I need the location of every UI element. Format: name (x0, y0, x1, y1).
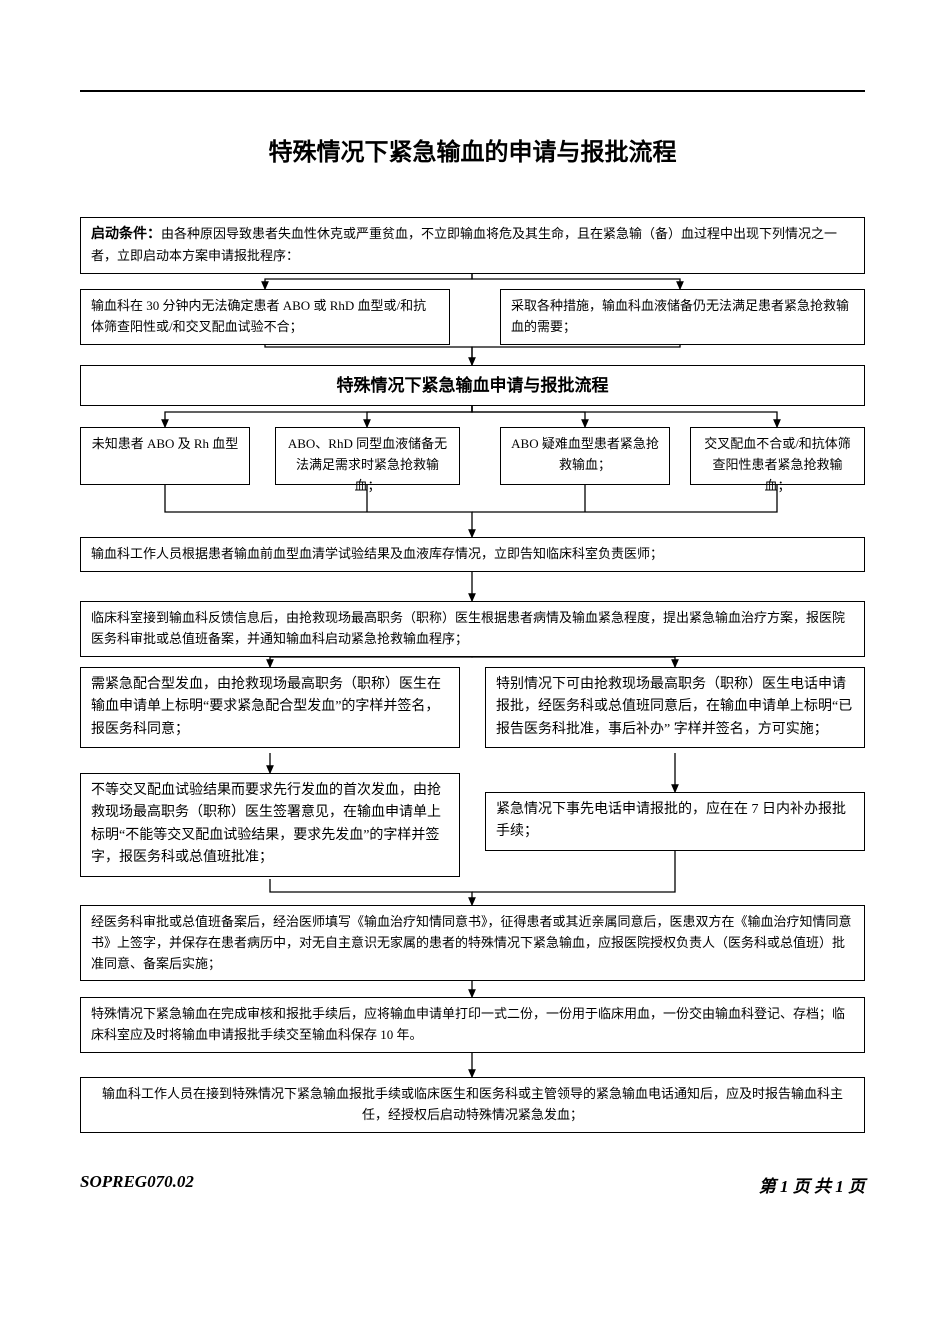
box-condition-left: 输血科在 30 分钟内无法确定患者 ABO 或 RhD 血型或/和抗体筛查阳性或… (80, 289, 450, 345)
document-page: 特殊情况下紧急输血的申请与报批流程 启动条件：由各种原因导致患者失血性休克或严重… (0, 0, 945, 1237)
final-text: 输血科工作人员在接到特殊情况下紧急输血报批手续或临床医生和医务科或主管领导的紧急… (102, 1086, 843, 1122)
notify-text: 输血科工作人员根据患者输血前血型血清学试验结果及血液库存情况，立即告知临床科室负… (91, 546, 663, 561)
doc-id: SOPREG070.02 (80, 1172, 194, 1197)
page-number: 第 1 页 共 1 页 (759, 1172, 865, 1197)
branch2-text: ABO、RhD 同型血液储备无法满足需求时紧急抢救输血； (288, 436, 447, 493)
left1-text: 需紧急配合型发血，由抢救现场最高职务（职称）医生在输血申请单上标明“要求紧急配合… (91, 677, 441, 737)
start-label: 启动条件： (91, 227, 161, 242)
box-start-condition: 启动条件：由各种原因导致患者失血性休克或严重贫血，不立即输血将危及其生命，且在紧… (80, 217, 865, 274)
cond-right-text: 采取各种措施，输血科血液储备仍无法满足患者紧急抢救输血的需要； (511, 298, 849, 334)
box-plan: 临床科室接到输血科反馈信息后，由抢救现场最高职务（职称）医生根据患者病情及输血紧… (80, 601, 865, 657)
box-left-2: 不等交叉配血试验结果而要求先行发血的首次发血，由抢救现场最高职务（职称）医生签署… (80, 773, 460, 877)
header-rule (80, 90, 865, 92)
branch1-text: 未知患者 ABO 及 Rh 血型 (92, 436, 239, 451)
box-right-1: 特别情况下可由抢救现场最高职务（职称）医生电话申请报批，经医务科或总值班同意后，… (485, 667, 865, 748)
box-branch-2: ABO、RhD 同型血液储备无法满足需求时紧急抢救输血； (275, 427, 460, 485)
consent-text: 经医务科审批或总值班备案后，经治医师填写《输血治疗知情同意书》，征得患者或其近亲… (91, 914, 852, 971)
box-final: 输血科工作人员在接到特殊情况下紧急输血报批手续或临床医生和医务科或主管领导的紧急… (80, 1077, 865, 1133)
page-title: 特殊情况下紧急输血的申请与报批流程 (80, 132, 865, 167)
branch3-text: ABO 疑难血型患者紧急抢救输血； (511, 436, 659, 472)
right1-text: 特别情况下可由抢救现场最高职务（职称）医生电话申请报批，经医务科或总值班同意后，… (496, 677, 852, 737)
start-text: 由各种原因导致患者失血性休克或严重贫血，不立即输血将危及其生命，且在紧急输（备）… (91, 226, 837, 263)
print-text: 特殊情况下紧急输血在完成审核和报批手续后，应将输血申请单打印一式二份，一份用于临… (91, 1006, 845, 1042)
left2-text: 不等交叉配血试验结果而要求先行发血的首次发血，由抢救现场最高职务（职称）医生签署… (91, 783, 441, 865)
plan-text: 临床科室接到输血科反馈信息后，由抢救现场最高职务（职称）医生根据患者病情及输血紧… (91, 610, 845, 646)
cond-left-text: 输血科在 30 分钟内无法确定患者 ABO 或 RhD 血型或/和抗体筛查阳性或… (91, 298, 426, 334)
subtitle-text: 特殊情况下紧急输血申请与报批流程 (337, 376, 609, 395)
box-subtitle: 特殊情况下紧急输血申请与报批流程 (80, 365, 865, 406)
right2-text: 紧急情况下事先电话申请报批的，应在在 7 日内补办报批手续； (496, 802, 846, 839)
box-condition-right: 采取各种措施，输血科血液储备仍无法满足患者紧急抢救输血的需要； (500, 289, 865, 345)
flowchart-area: 启动条件：由各种原因导致患者失血性休克或严重贫血，不立即输血将危及其生命，且在紧… (80, 217, 865, 1197)
page-footer: SOPREG070.02 第 1 页 共 1 页 (80, 1172, 865, 1197)
box-right-2: 紧急情况下事先电话申请报批的，应在在 7 日内补办报批手续； (485, 792, 865, 851)
box-left-1: 需紧急配合型发血，由抢救现场最高职务（职称）医生在输血申请单上标明“要求紧急配合… (80, 667, 460, 748)
box-print: 特殊情况下紧急输血在完成审核和报批手续后，应将输血申请单打印一式二份，一份用于临… (80, 997, 865, 1053)
box-consent: 经医务科审批或总值班备案后，经治医师填写《输血治疗知情同意书》，征得患者或其近亲… (80, 905, 865, 981)
box-branch-1: 未知患者 ABO 及 Rh 血型 (80, 427, 250, 485)
box-branch-3: ABO 疑难血型患者紧急抢救输血； (500, 427, 670, 485)
box-branch-4: 交叉配血不合或/和抗体筛查阳性患者紧急抢救输血； (690, 427, 865, 485)
box-notify: 输血科工作人员根据患者输血前血型血清学试验结果及血液库存情况，立即告知临床科室负… (80, 537, 865, 572)
branch4-text: 交叉配血不合或/和抗体筛查阳性患者紧急抢救输血； (704, 436, 851, 493)
